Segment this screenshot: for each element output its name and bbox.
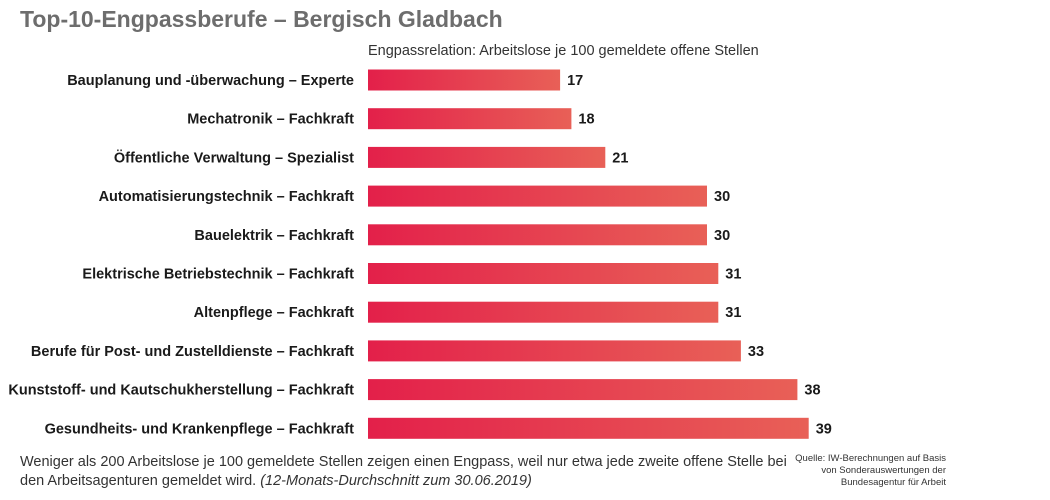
category-label: Elektrische Betriebstechnik – Fachkraft: [82, 267, 354, 283]
category-label: Automatisierungstechnik – Fachkraft: [99, 189, 355, 205]
category-label: Berufe für Post- und Zustelldienste – Fa…: [31, 344, 354, 360]
bar-chart: Bauplanung und -überwachung – Experte 17 M…: [8, 69, 832, 439]
category-label: Altenpflege – Fachkraft: [194, 305, 355, 321]
category-label: Öffentliche Verwaltung – Spezialist: [114, 149, 354, 166]
category-label: Kunststoff- und Kautschukherstellung – F…: [8, 383, 354, 399]
bar: [368, 263, 719, 284]
bar: [368, 379, 798, 401]
category-label: Bauelektrik – Fachkraft: [194, 228, 354, 244]
category-label: Gesundheits- und Krankenpflege – Fachkra…: [45, 421, 355, 437]
data-label: 17: [567, 73, 583, 89]
bar: [368, 185, 707, 207]
bar: [368, 224, 707, 246]
footnote-text: Weniger als 200 Arbeitslose je 100 gemel…: [20, 454, 787, 489]
footnote: Weniger als 200 Arbeitslose je 100 gemel…: [20, 453, 800, 491]
data-label: 38: [804, 383, 820, 399]
data-label: 31: [725, 267, 741, 283]
bar: [368, 301, 719, 323]
data-label: 33: [748, 344, 764, 360]
category-label: Bauplanung und -überwachung – Experte: [67, 73, 354, 89]
source-note: Quelle: IW-Berechnungen auf Basis von So…: [795, 453, 946, 488]
data-label: 18: [578, 112, 594, 128]
data-label: 21: [612, 150, 628, 166]
bar: [368, 108, 572, 130]
data-label: 39: [816, 421, 832, 437]
bar: [368, 340, 741, 362]
data-label: 30: [714, 189, 730, 205]
footnote-period: (12-Monats-Durchschnitt zum 30.06.2019): [260, 473, 532, 489]
chart-title: Top-10-Engpassberufe – Bergisch Gladbach: [20, 6, 503, 32]
data-label: 30: [714, 228, 730, 244]
chart-subtitle: Engpassrelation: Arbeitslose je 100 geme…: [368, 43, 759, 59]
bar: [368, 69, 561, 91]
bar: [368, 417, 809, 439]
data-label: 31: [725, 305, 741, 321]
bar: [368, 146, 606, 168]
category-label: Mechatronik – Fachkraft: [187, 112, 354, 128]
